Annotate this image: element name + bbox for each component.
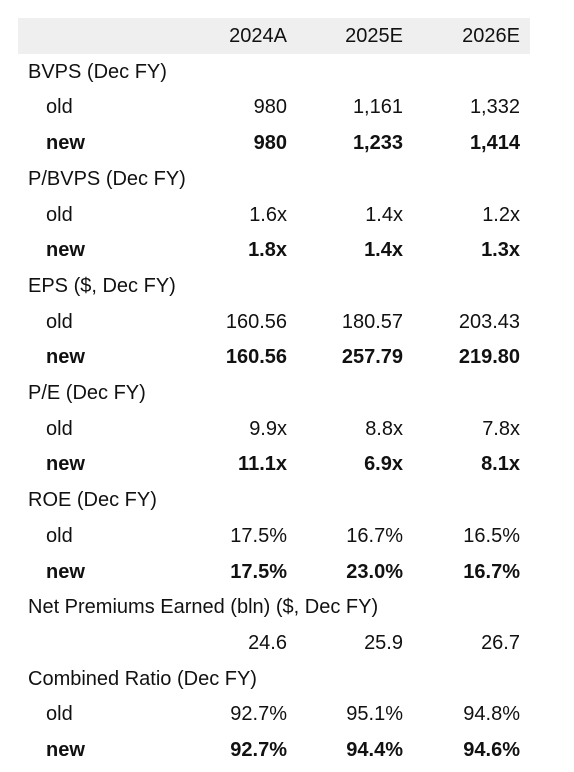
- value-cell: 94.8%: [463, 703, 520, 726]
- section-title: Combined Ratio (Dec FY): [28, 667, 257, 690]
- value-cell: 23.0%: [346, 560, 403, 583]
- data-row: old 92.7% 95.1% 94.8%: [18, 696, 530, 732]
- value-cell: 180.57: [341, 310, 403, 333]
- column-header: 2025E: [345, 25, 403, 47]
- value-cell: 1.6x: [249, 203, 287, 226]
- data-row: new 92.7% 94.4% 94.6%: [18, 732, 530, 768]
- section-row: P/BVPS (Dec FY): [18, 161, 530, 197]
- row-label: new: [46, 132, 85, 155]
- value-cell: 1.8x: [248, 239, 287, 262]
- value-cell: 160.56: [225, 310, 287, 333]
- data-row: old 1.6x 1.4x 1.2x: [18, 197, 530, 233]
- value-cell: 25.9: [364, 631, 403, 654]
- value-cell: 16.7%: [346, 524, 403, 547]
- section-title: ROE (Dec FY): [28, 489, 157, 512]
- row-label: old: [46, 524, 73, 547]
- column-header: 2026E: [462, 25, 520, 47]
- value-cell: 16.7%: [463, 560, 520, 583]
- value-cell: 94.4%: [346, 739, 403, 761]
- value-cell: 6.9x: [364, 453, 403, 476]
- row-label: old: [46, 96, 73, 119]
- value-cell: 94.6%: [463, 739, 520, 761]
- row-label: new: [46, 739, 85, 761]
- header-row: 2024A 2025E 2026E: [18, 18, 530, 54]
- data-row: old 160.56 180.57 203.43: [18, 304, 530, 340]
- value-cell: 160.56: [225, 346, 287, 369]
- section-title: P/E (Dec FY): [28, 382, 146, 404]
- data-row: new 1.8x 1.4x 1.3x: [18, 232, 530, 268]
- section-row: P/E (Dec FY): [18, 375, 530, 411]
- value-cell: 203.43: [458, 310, 520, 333]
- data-row: old 17.5% 16.7% 16.5%: [18, 518, 530, 554]
- section-row: Net Premiums Earned (bln) ($, Dec FY): [18, 589, 530, 625]
- value-cell: 17.5%: [230, 524, 287, 547]
- value-cell: 219.80: [458, 346, 520, 369]
- value-cell: 1.4x: [364, 239, 403, 262]
- value-cell: 8.1x: [481, 453, 520, 476]
- data-row: 24.6 25.9 26.7: [18, 625, 530, 661]
- section-title: P/BVPS (Dec FY): [28, 167, 186, 190]
- section-row: EPS ($, Dec FY): [18, 268, 530, 304]
- value-cell: 1,161: [352, 96, 403, 119]
- value-cell: 95.1%: [346, 703, 403, 726]
- value-cell: 11.1x: [238, 453, 287, 476]
- column-header: 2024A: [229, 25, 287, 47]
- row-label: new: [46, 560, 85, 583]
- value-cell: 1.3x: [481, 239, 520, 262]
- value-cell: 26.7: [481, 631, 520, 654]
- row-label: old: [46, 703, 73, 726]
- data-row: new 980 1,233 1,414: [18, 125, 530, 161]
- data-row: new 17.5% 23.0% 16.7%: [18, 554, 530, 590]
- value-cell: 1.2x: [482, 203, 520, 226]
- section-row: BVPS (Dec FY): [18, 54, 530, 90]
- value-cell: 92.7%: [230, 739, 287, 761]
- value-cell: 17.5%: [230, 560, 287, 583]
- value-cell: 980: [253, 96, 287, 119]
- value-cell: 1,414: [469, 132, 520, 155]
- value-cell: 257.79: [341, 346, 403, 369]
- value-cell: 7.8x: [482, 417, 520, 440]
- value-cell: 92.7%: [230, 703, 287, 726]
- data-row: old 9.9x 8.8x 7.8x: [18, 411, 530, 447]
- value-cell: 1,233: [352, 132, 403, 155]
- value-cell: 9.9x: [249, 417, 287, 440]
- row-label: new: [46, 239, 85, 262]
- row-label: old: [46, 310, 73, 333]
- row-label: old: [46, 203, 73, 226]
- row-label: new: [46, 346, 85, 369]
- row-label: new: [46, 453, 85, 476]
- value-cell: 8.8x: [365, 417, 403, 440]
- section-title: Net Premiums Earned (bln) ($, Dec FY): [28, 596, 379, 619]
- value-cell: 1.4x: [365, 203, 403, 226]
- section-title: BVPS (Dec FY): [28, 60, 167, 83]
- section-row: ROE (Dec FY): [18, 482, 530, 518]
- section-row: Combined Ratio (Dec FY): [18, 661, 530, 697]
- data-row: old 980 1,161 1,332: [18, 89, 530, 125]
- data-row: new 160.56 257.79 219.80: [18, 339, 530, 375]
- value-cell: 16.5%: [463, 524, 520, 547]
- row-label: old: [46, 417, 73, 440]
- value-cell: 24.6: [248, 631, 287, 654]
- section-title: EPS ($, Dec FY): [28, 274, 176, 297]
- value-cell: 980: [253, 132, 287, 155]
- data-row: new 11.1x 6.9x 8.1x: [18, 446, 530, 482]
- value-cell: 1,332: [469, 96, 520, 119]
